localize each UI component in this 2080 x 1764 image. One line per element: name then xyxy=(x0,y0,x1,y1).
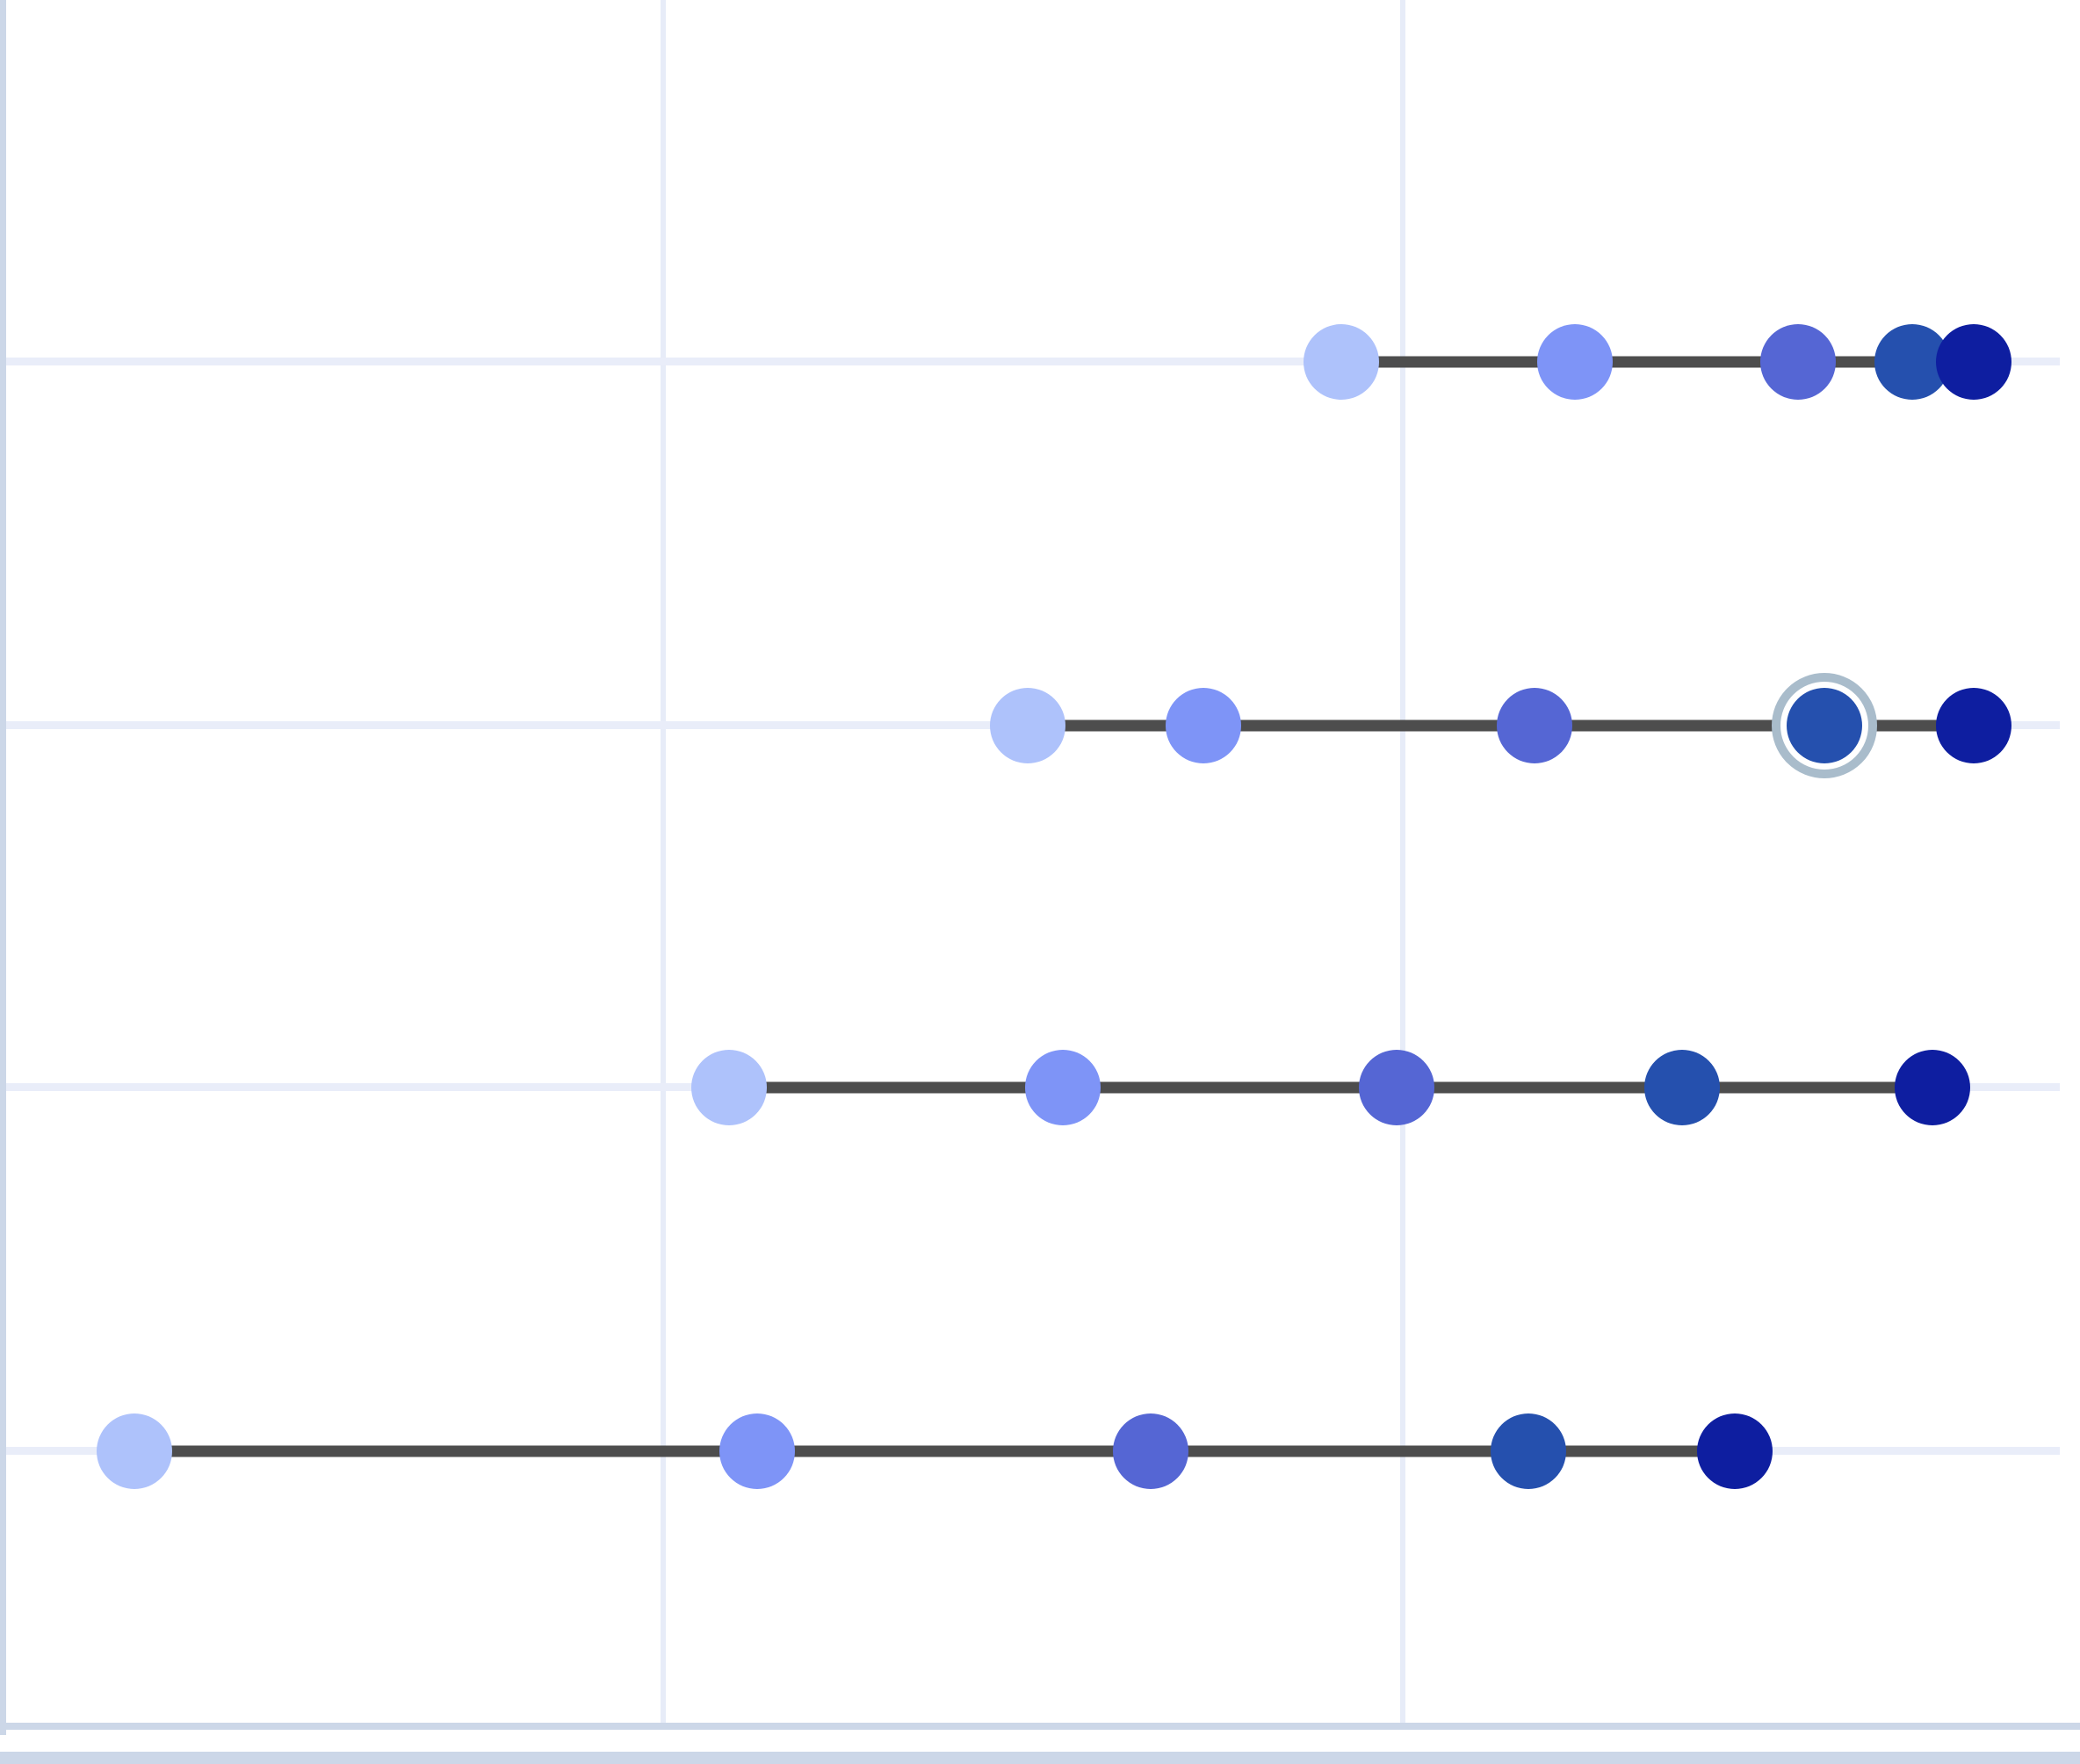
connector-line xyxy=(134,1445,757,1457)
connector-line xyxy=(1535,719,1824,732)
data-point[interactable] xyxy=(1359,1050,1434,1125)
data-point[interactable] xyxy=(1491,1413,1566,1489)
connector-line xyxy=(1151,1445,1528,1457)
data-point-selected[interactable] xyxy=(1787,688,1862,763)
data-point[interactable] xyxy=(1497,688,1572,763)
connector-line xyxy=(1028,719,1203,732)
connector-line xyxy=(757,1445,1151,1457)
selection-ring xyxy=(1772,673,1877,778)
horizontal-gridline-1 xyxy=(6,358,2060,365)
data-point[interactable] xyxy=(1644,1050,1720,1125)
data-point[interactable] xyxy=(97,1413,172,1489)
connector-line xyxy=(1203,719,1535,732)
data-point[interactable] xyxy=(1936,688,2011,763)
connector-line xyxy=(1063,1081,1397,1094)
connector-line xyxy=(1341,356,1575,368)
plot-left-border xyxy=(0,0,6,1735)
data-point[interactable] xyxy=(1025,1050,1101,1125)
connector-line xyxy=(1528,1445,1735,1457)
data-point[interactable] xyxy=(719,1413,795,1489)
connector-line xyxy=(1682,1081,1932,1094)
connector-line xyxy=(729,1081,1063,1094)
data-point[interactable] xyxy=(1537,324,1613,400)
vertical-gridline-2 xyxy=(1400,0,1405,1723)
connector-line xyxy=(1575,356,1798,368)
data-point[interactable] xyxy=(990,688,1065,763)
vertical-gridline-1 xyxy=(661,0,666,1723)
plot-bottom-border xyxy=(0,1723,2080,1730)
data-point[interactable] xyxy=(1895,1050,1970,1125)
data-point[interactable] xyxy=(1113,1413,1188,1489)
connector-line xyxy=(1397,1081,1682,1094)
data-point[interactable] xyxy=(1166,688,1241,763)
selection-ring-gap xyxy=(1780,682,1868,770)
data-point[interactable] xyxy=(1304,324,1379,400)
data-point[interactable] xyxy=(1760,324,1836,400)
data-point[interactable] xyxy=(691,1050,767,1125)
plot-bottom-band xyxy=(0,1752,2080,1764)
data-point[interactable] xyxy=(1697,1413,1773,1489)
data-point[interactable] xyxy=(1936,324,2011,400)
